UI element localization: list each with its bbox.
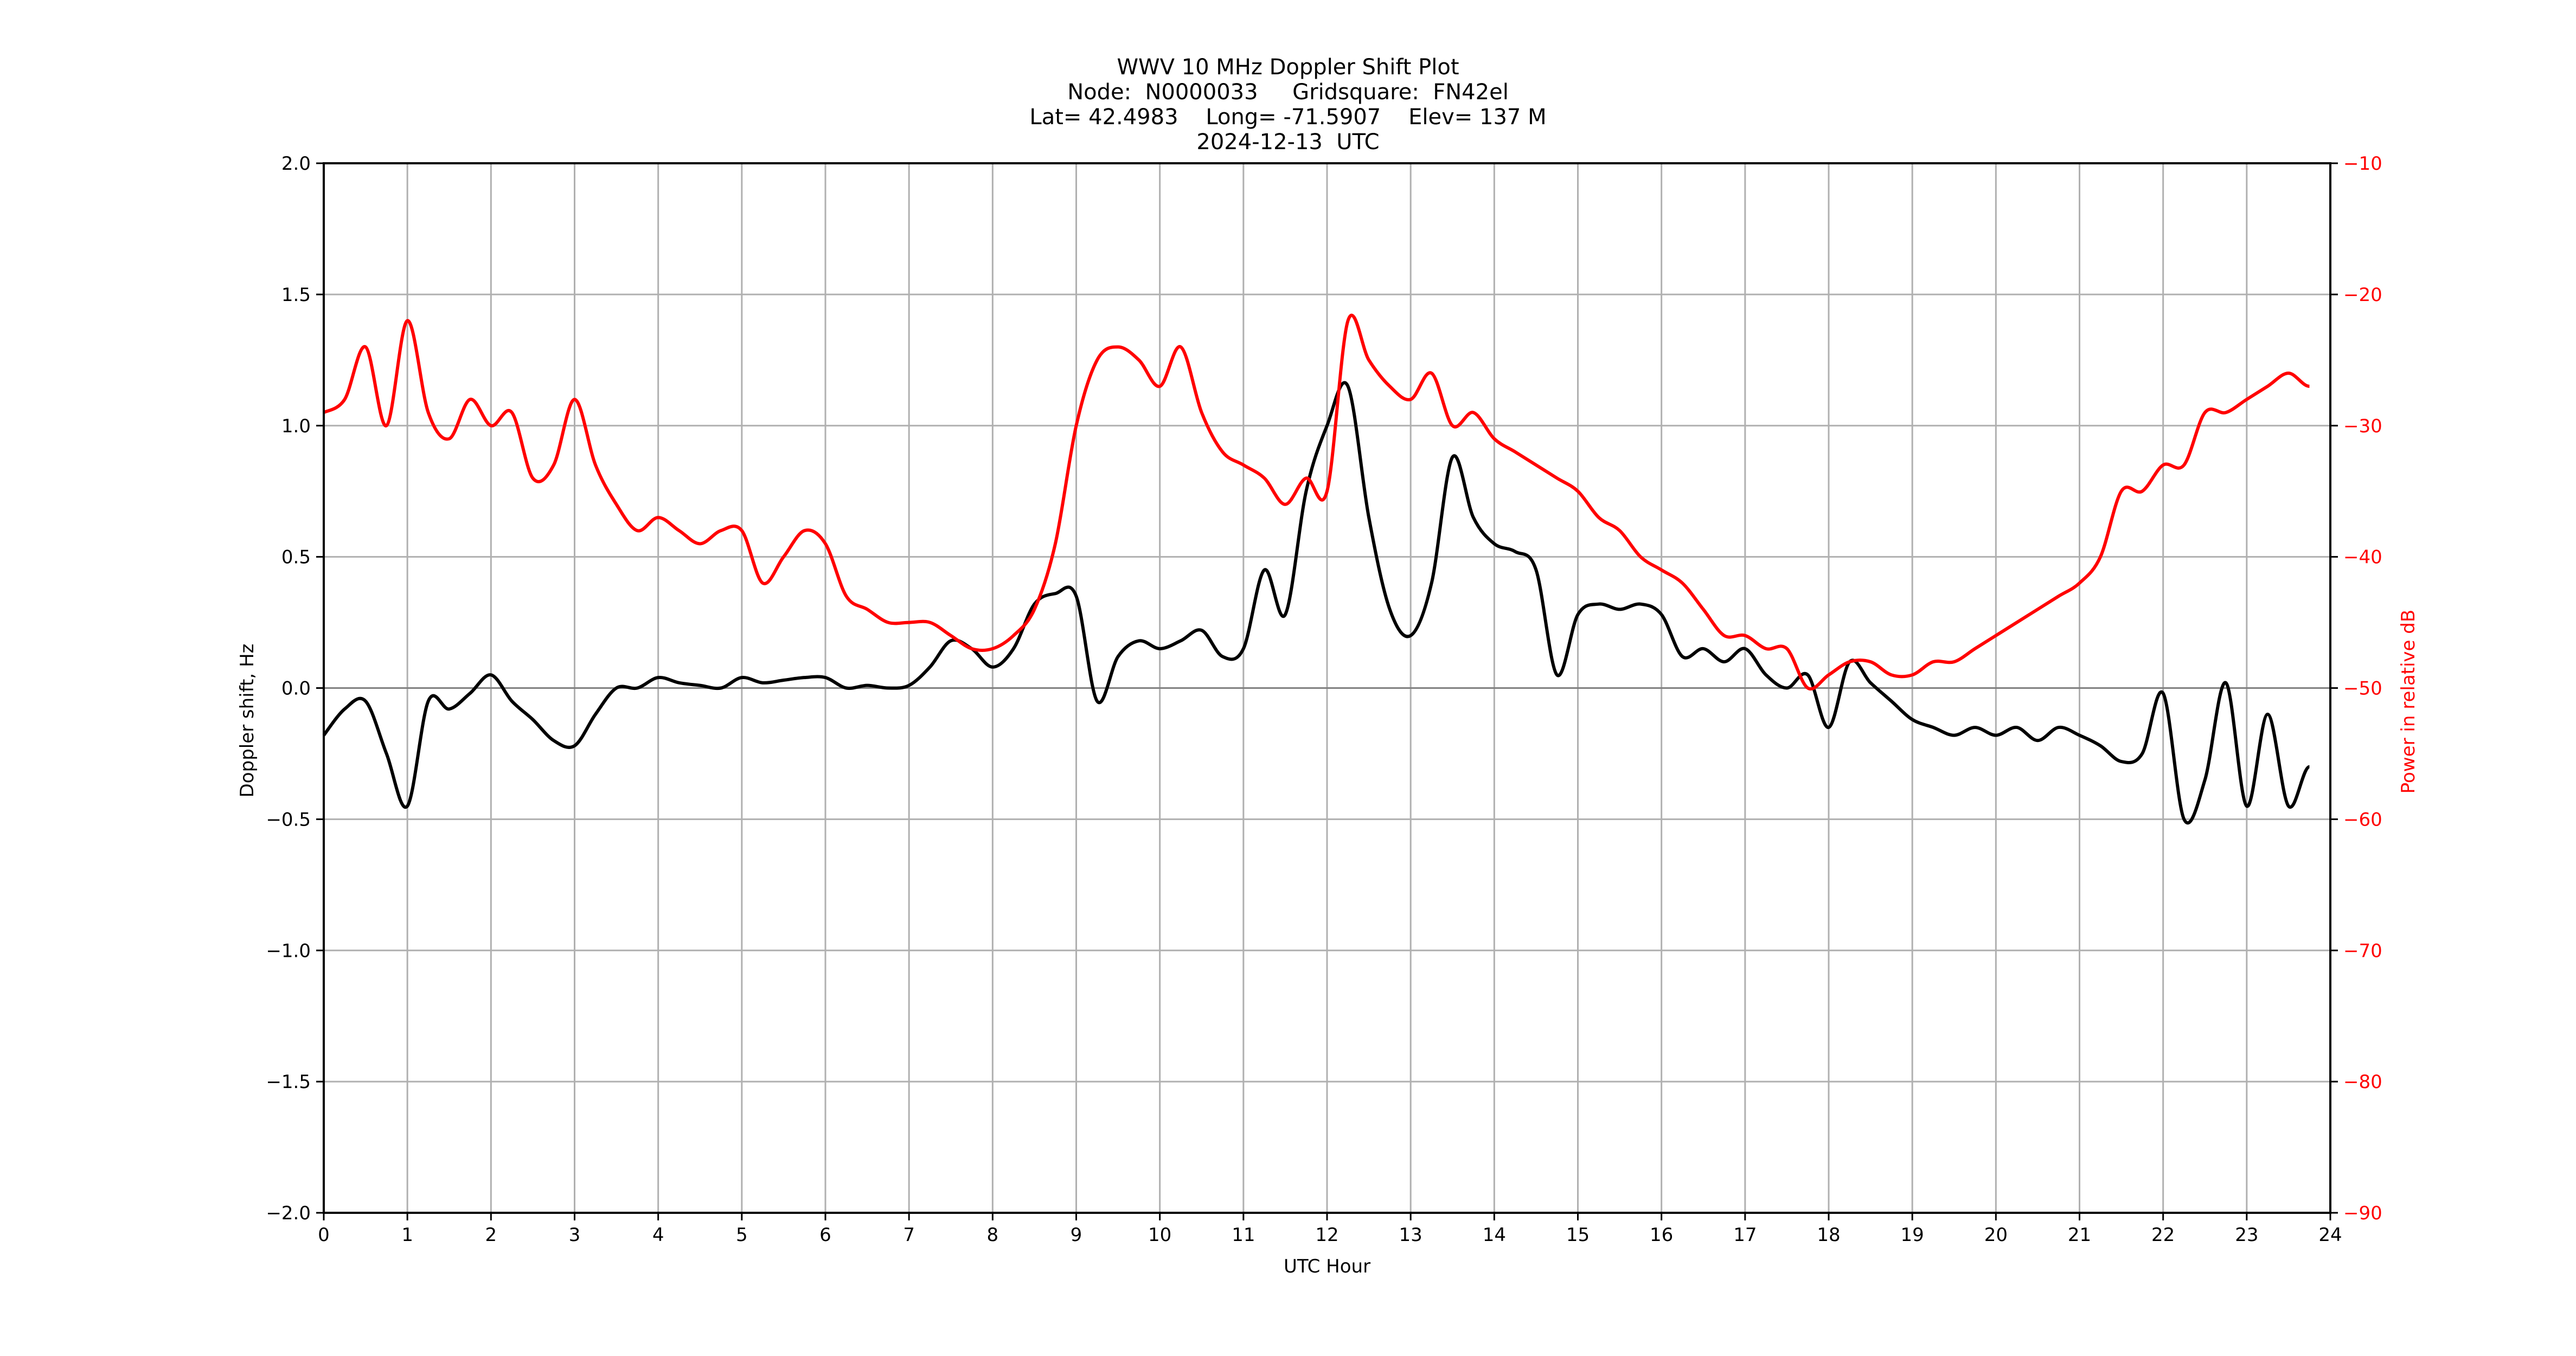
y-axis-label: Doppler shift, Hz bbox=[236, 644, 258, 798]
x-tick-label: 8 bbox=[987, 1224, 999, 1246]
power-line bbox=[323, 314, 2310, 691]
x-tick-label: 17 bbox=[1733, 1224, 1757, 1246]
x-tick-label: 23 bbox=[2235, 1224, 2258, 1246]
y2-tick-label: −80 bbox=[2343, 1071, 2382, 1093]
plot-frame bbox=[323, 162, 2331, 1214]
x-tick-label: 13 bbox=[1399, 1224, 1422, 1246]
x-tick-label: 4 bbox=[652, 1224, 664, 1246]
x-tick-label: 7 bbox=[903, 1224, 915, 1246]
y2-tick-label: −90 bbox=[2343, 1203, 2382, 1224]
y-tick-label: 0.5 bbox=[281, 547, 311, 568]
axes: 0 1 2 3 4 5 6 7 8 9 10 11 12 13 14 15 16 17 18 19 20 21 22 23 24… bbox=[236, 153, 2419, 1277]
y-tick-label: 2.0 bbox=[281, 153, 311, 175]
x-tick-label: 6 bbox=[819, 1224, 831, 1246]
x-tick-label: 2 bbox=[485, 1224, 497, 1246]
x-tick-label: 9 bbox=[1071, 1224, 1082, 1246]
y-tick-label: 1.0 bbox=[281, 415, 311, 437]
y2-tick-label: −30 bbox=[2343, 415, 2382, 437]
x-tick-label: 0 bbox=[318, 1224, 330, 1246]
y-tick-label: −1.0 bbox=[266, 940, 311, 962]
y-tick-label: 0.0 bbox=[281, 678, 311, 700]
x-tick-label: 24 bbox=[2318, 1224, 2342, 1246]
y2-tick-label: −10 bbox=[2343, 153, 2382, 175]
x-tick-label: 15 bbox=[1566, 1224, 1590, 1246]
y2-tick-label: −60 bbox=[2343, 809, 2382, 830]
x-tick-label: 12 bbox=[1315, 1224, 1338, 1246]
x-tick-label: 1 bbox=[401, 1224, 413, 1246]
chart-subtitle-node: Node: N0000033 Gridsquare: FN42el bbox=[1067, 80, 1509, 105]
chart-subtitle-date: 2024-12-13 UTC bbox=[1196, 130, 1380, 155]
grid-lines bbox=[323, 162, 2331, 1214]
x-tick-label: 5 bbox=[736, 1224, 748, 1246]
x-tick-label: 11 bbox=[1232, 1224, 1255, 1246]
y2-tick-label: −40 bbox=[2343, 547, 2382, 568]
y-tick-label: 1.5 bbox=[281, 284, 311, 306]
chart-title: WWV 10 MHz Doppler Shift Plot bbox=[1117, 55, 1459, 80]
doppler-line bbox=[322, 381, 2310, 825]
x-tick-label: 20 bbox=[1984, 1224, 2008, 1246]
y2-tick-label: −20 bbox=[2343, 284, 2382, 306]
y-tick-label: −2.0 bbox=[266, 1203, 311, 1224]
x-tick-label: 3 bbox=[569, 1224, 581, 1246]
x-axis-label: UTC Hour bbox=[1284, 1256, 1370, 1277]
x-tick-label: 16 bbox=[1650, 1224, 1673, 1246]
x-tick-label: 21 bbox=[2068, 1224, 2091, 1246]
y-tick-label: −0.5 bbox=[266, 809, 311, 830]
data-series bbox=[322, 314, 2310, 825]
x-tick-label: 22 bbox=[2151, 1224, 2175, 1246]
y2-tick-label: −50 bbox=[2343, 678, 2382, 700]
x-tick-label: 19 bbox=[1901, 1224, 1924, 1246]
x-tick-label: 14 bbox=[1483, 1224, 1506, 1246]
x-tick-label: 10 bbox=[1148, 1224, 1171, 1246]
x-tick-label: 18 bbox=[1817, 1224, 1840, 1246]
y2-tick-label: −70 bbox=[2343, 940, 2382, 962]
y-tick-label: −1.5 bbox=[266, 1071, 311, 1093]
y2-axis-label: Power in relative dB bbox=[2398, 610, 2419, 794]
chart-subtitle-location: Lat= 42.4983 Long= -71.5907 Elev= 137 M bbox=[1029, 105, 1547, 130]
